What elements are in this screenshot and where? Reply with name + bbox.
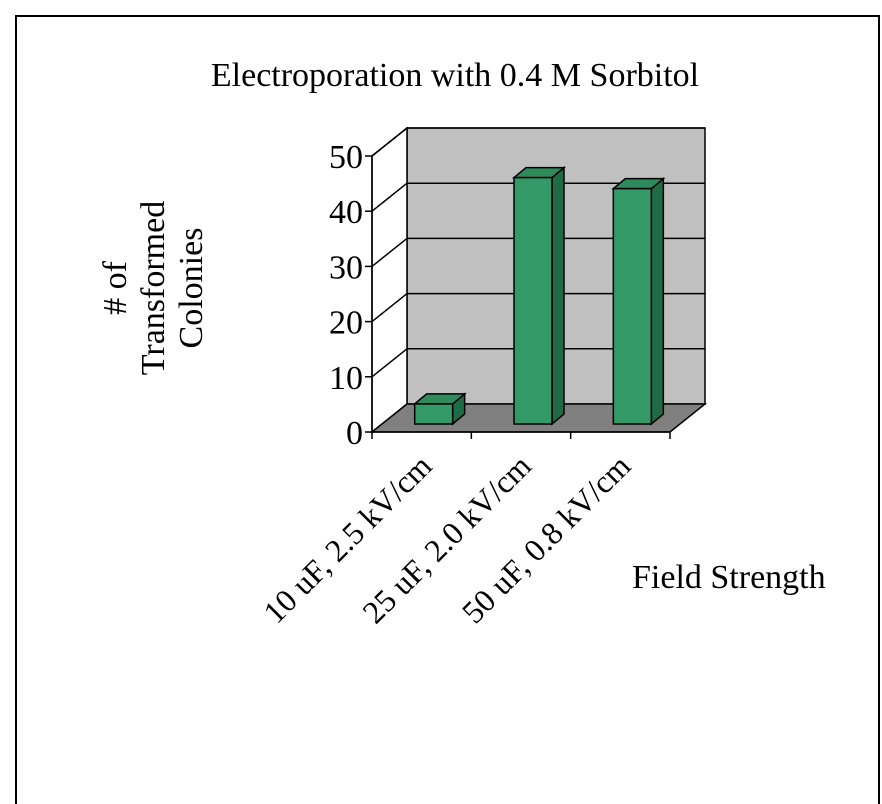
gridline-left-20 (371, 293, 408, 323)
gridline-left-10 (371, 348, 408, 378)
y-axis-label-line-3: Colonies (173, 228, 210, 349)
y-axis-label-line-2: Transformed (135, 201, 172, 375)
y-tick-label-50: 50 (329, 139, 363, 176)
y-tick-label-0: 0 (346, 415, 363, 452)
y-axis: 0 10 20 30 40 50 (329, 139, 373, 452)
gridline-left-50 (371, 127, 408, 157)
bar-side-3 (650, 177, 665, 426)
x-axis-label: Field Strength (632, 559, 826, 596)
bar-1 (412, 392, 467, 426)
gridline-left-40 (371, 182, 408, 212)
bars (412, 165, 666, 426)
y-axis-label-line-1: # of (97, 260, 134, 315)
bar-side-2 (551, 165, 565, 426)
bar-front-1 (413, 403, 454, 425)
chart-left-wall (371, 126, 408, 434)
x-tick-label-3: 50 uF, 0.8 kV/cm (455, 447, 638, 630)
y-axis-label: # of Transformed Colonies (97, 201, 210, 375)
y-tick-label-40: 40 (329, 194, 363, 231)
y-tick-label-10: 10 (329, 360, 363, 397)
bar-front-3 (612, 187, 653, 425)
bar-3 (611, 177, 666, 426)
x-tick-label-2: 25 uF, 2.0 kV/cm (355, 447, 538, 630)
bar-2 (511, 165, 567, 426)
y-tick-label-30: 30 (329, 249, 363, 286)
y-tick-label-20: 20 (329, 305, 363, 342)
bar-front-2 (513, 176, 553, 425)
x-tick-label-1: 10 uF, 2.5 kV/cm (256, 447, 439, 630)
chart-title: Electroporation with 0.4 M Sorbitol (211, 57, 699, 94)
gridline-left-30 (371, 237, 408, 267)
